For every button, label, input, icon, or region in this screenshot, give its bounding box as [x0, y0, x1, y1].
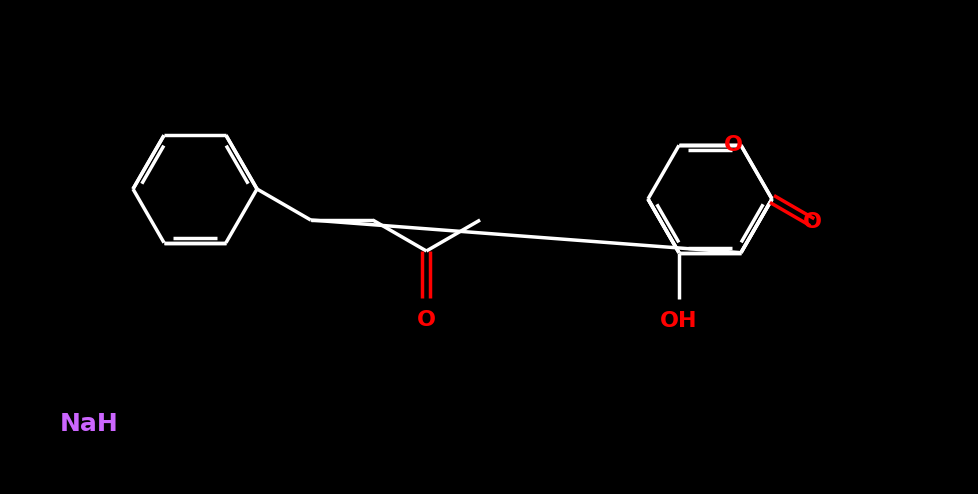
Text: O: O — [417, 310, 435, 329]
Text: OH: OH — [659, 311, 697, 331]
Text: O: O — [802, 212, 821, 232]
Text: NaH: NaH — [60, 412, 118, 436]
Text: O: O — [723, 135, 741, 155]
